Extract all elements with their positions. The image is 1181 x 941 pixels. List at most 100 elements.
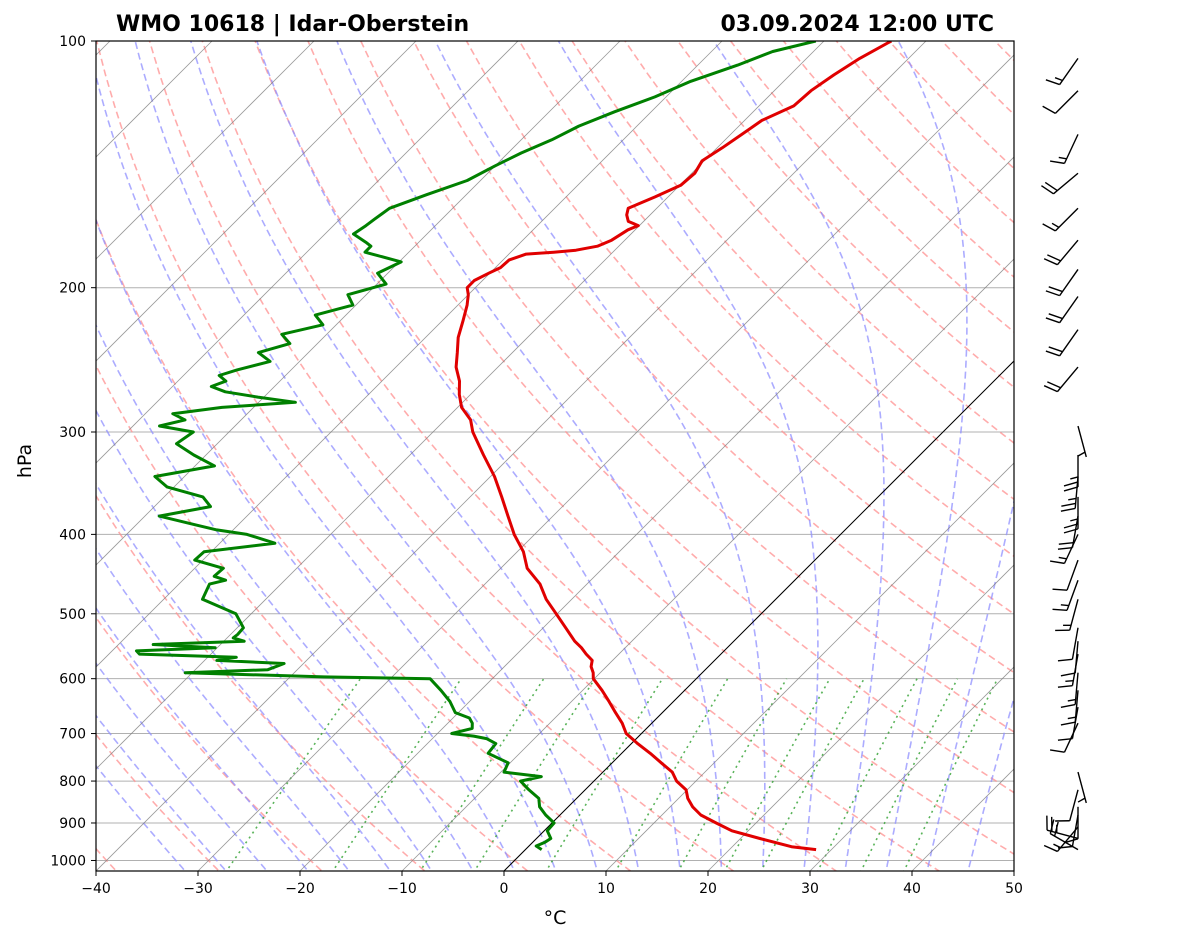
y-tick-label: 300 [59, 425, 86, 441]
wind-barb [1077, 425, 1087, 458]
mixing-ratio-line [614, 678, 729, 871]
wind-barb-staff [1049, 833, 1079, 851]
wind-barb-half-feather [1051, 222, 1060, 228]
dry-adiabat-line [96, 733, 221, 871]
wind-barb-full-feather [1060, 721, 1076, 726]
wind-barb-full-feather [1061, 502, 1076, 507]
wind-barb-full-feather [1057, 546, 1073, 550]
chart-title-datetime: 03.09.2024 12:00 UTC [720, 12, 994, 37]
isotherm-line [605, 462, 1014, 871]
wind-barb-staff [1063, 134, 1079, 164]
wind-barb-half-feather [1058, 156, 1067, 160]
wind-barb [1063, 496, 1079, 534]
wind-barb [1063, 454, 1079, 492]
dry-adiabat-line [677, 41, 1014, 389]
mixing-ratio-line [225, 678, 362, 871]
wind-barb-full-feather [1060, 507, 1076, 512]
wind-barb [1077, 771, 1087, 804]
wind-barb-staff [1071, 515, 1079, 548]
isotherm-line [299, 156, 1014, 871]
moist-adiabat-line [96, 217, 516, 871]
dry-adiabat-line [148, 41, 838, 871]
x-tick-label: −20 [285, 881, 315, 897]
wind-barb-full-feather [1043, 258, 1058, 266]
wind-barb-full-feather [1041, 185, 1054, 195]
wind-barb-half-feather [1067, 716, 1076, 720]
zero-isotherm-line [503, 360, 1014, 871]
isotherm-line [809, 666, 1014, 871]
wind-barb-staff [1054, 90, 1079, 114]
isotherm-line [401, 258, 1014, 871]
dry-adiabat-line [307, 41, 1014, 794]
wind-barb-full-feather [1049, 560, 1065, 565]
isotherm-line [96, 41, 417, 362]
wind-barb-full-feather [1045, 317, 1060, 324]
isotherm-line [96, 41, 621, 566]
dry-adiabat-line [96, 217, 632, 871]
x-tick-label: 30 [801, 881, 819, 897]
temperature-profile-line [454, 41, 893, 852]
wind-barb-staff [1046, 829, 1079, 840]
y-axis-label: hPa [14, 444, 36, 478]
wind-barb-staff [1074, 641, 1079, 674]
moist-adiabat-line [96, 714, 228, 871]
wind-barb-staff [1069, 599, 1079, 631]
moist-adiabat-line [96, 606, 310, 871]
wind-barb-staff [1074, 672, 1079, 705]
y-tick-label: 600 [59, 672, 86, 688]
moist-adiabat-line [96, 323, 474, 871]
dry-adiabat-line [465, 41, 1014, 615]
moist-adiabat-line [256, 41, 681, 871]
wind-barb-full-feather [1060, 703, 1076, 709]
x-tick-label: 50 [1005, 881, 1023, 897]
moist-adiabat-line [190, 41, 640, 871]
wind-barb [1060, 690, 1079, 726]
wind-barb-full-feather [1052, 588, 1068, 591]
wind-barb [1060, 672, 1079, 709]
y-tick-label: 200 [59, 281, 86, 297]
wind-barb-staff [1056, 366, 1079, 393]
wind-barb-full-feather [1057, 684, 1073, 688]
wind-barb-staff [1056, 239, 1079, 266]
wind-barb [1049, 134, 1079, 165]
x-tick-label: −40 [81, 881, 111, 897]
wind-barb-staff [1063, 534, 1079, 564]
wind-barb-staff [1063, 722, 1079, 753]
mixing-ratio-line [723, 678, 831, 871]
mixing-ratio-line [677, 678, 788, 871]
x-tick-label: 20 [699, 881, 717, 897]
y-tick-label: 500 [59, 607, 86, 623]
isotherm-line [96, 41, 723, 668]
wind-barb-staff [1066, 579, 1079, 611]
wind-barb [1045, 57, 1079, 86]
wind-barb-full-feather [1047, 381, 1061, 389]
mixing-ratio-line [860, 678, 959, 871]
x-tick-label: −30 [183, 881, 213, 897]
dry-adiabat-line [201, 41, 941, 871]
dewpoint-profile-line [135, 41, 817, 851]
wind-barb-staff [1053, 172, 1079, 195]
x-axis-ticks: −40 −30 −20 −10 0 10 20 30 40 50 [81, 871, 1023, 897]
dry-adiabat-line [412, 41, 1014, 674]
y-tick-label: 800 [59, 774, 86, 790]
moist-adiabat-line [926, 498, 1014, 871]
wind-barb-half-feather [1067, 698, 1076, 702]
y-tick-label: 700 [59, 727, 86, 743]
wind-barb [1042, 207, 1079, 232]
mixing-ratio-line [331, 678, 462, 871]
wind-barb [1043, 366, 1079, 393]
wind-barb [1045, 269, 1079, 297]
moist-adiabat-line [967, 695, 1014, 871]
wind-barb-full-feather [1060, 672, 1076, 677]
y-tick-label: 900 [59, 816, 86, 832]
wind-barb-half-feather [1077, 451, 1086, 457]
mixing-ratio-lines [225, 678, 999, 871]
wind-barb-full-feather [1052, 608, 1068, 611]
wind-barb-half-feather [1053, 843, 1061, 849]
wind-barb [1042, 90, 1079, 114]
wind-barb [1052, 559, 1079, 591]
moist-adiabat-line [557, 41, 819, 871]
wind-barb-half-feather [1065, 680, 1074, 683]
y-tick-label: 400 [59, 527, 86, 543]
